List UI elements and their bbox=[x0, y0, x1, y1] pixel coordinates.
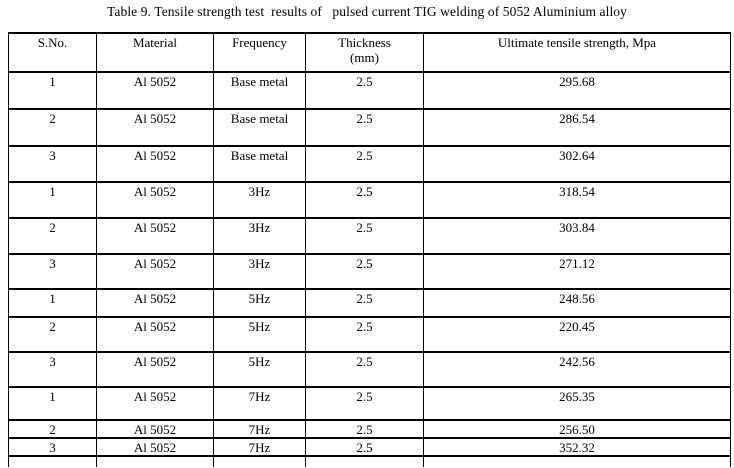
cell-sno: 1 bbox=[8, 386, 97, 421]
cell-thickness: 2.5 bbox=[305, 351, 424, 388]
cell-material: Al 5052 bbox=[96, 419, 214, 439]
cell-frequency: Base metal bbox=[213, 145, 306, 183]
tensile-strength-results-table: S.No. Material Frequency Thickness (mm) … bbox=[8, 32, 731, 467]
cell-uts: 318.54 bbox=[423, 181, 731, 219]
cell-thickness: 2.5 bbox=[305, 419, 424, 439]
cell-thickness: 2.5 bbox=[305, 253, 424, 290]
header-uts: Ultimate tensile strength, Mpa bbox=[423, 32, 731, 73]
stub-cell bbox=[96, 455, 214, 467]
cell-frequency: 5Hz bbox=[213, 288, 306, 318]
cell-frequency: Base metal bbox=[213, 71, 306, 110]
cell-frequency: 7Hz bbox=[213, 437, 306, 457]
table-row: 1 Al 5052 3Hz 2.5 318.54 bbox=[8, 181, 731, 219]
cell-material: Al 5052 bbox=[96, 108, 214, 147]
header-thickness: Thickness (mm) bbox=[305, 32, 424, 73]
cell-frequency: 5Hz bbox=[213, 316, 306, 353]
cell-material: Al 5052 bbox=[96, 288, 214, 318]
stub-cell bbox=[213, 455, 306, 467]
cell-material: Al 5052 bbox=[96, 316, 214, 353]
table-row: 1 Al 5052 7Hz 2.5 265.35 bbox=[8, 386, 731, 421]
table-row: 2 Al 5052 Base metal 2.5 286.54 bbox=[8, 108, 731, 147]
table-row: 3 Al 5052 3Hz 2.5 271.12 bbox=[8, 253, 731, 290]
cell-thickness: 2.5 bbox=[305, 71, 424, 110]
table-caption: Table 9. Tensile strength test results o… bbox=[106, 4, 628, 19]
cell-material: Al 5052 bbox=[96, 386, 214, 421]
cell-frequency: 5Hz bbox=[213, 351, 306, 388]
cell-material: Al 5052 bbox=[96, 351, 214, 388]
cell-uts: 256.50 bbox=[423, 419, 731, 439]
cell-material: Al 5052 bbox=[96, 71, 214, 110]
cell-sno: 2 bbox=[8, 316, 97, 353]
cell-sno: 3 bbox=[8, 351, 97, 388]
cell-frequency: 7Hz bbox=[213, 386, 306, 421]
cell-sno: 3 bbox=[8, 437, 97, 457]
table-row: 1 Al 5052 Base metal 2.5 295.68 bbox=[8, 71, 731, 110]
cell-uts: 286.54 bbox=[423, 108, 731, 147]
cell-frequency: 7Hz bbox=[213, 419, 306, 439]
cell-sno: 2 bbox=[8, 108, 97, 147]
cell-uts: 303.84 bbox=[423, 217, 731, 255]
cell-sno: 3 bbox=[8, 145, 97, 183]
cell-thickness: 2.5 bbox=[305, 437, 424, 457]
table-cutoff-stub-row bbox=[8, 455, 731, 467]
header-frequency: Frequency bbox=[213, 32, 306, 73]
cell-uts: 295.68 bbox=[423, 71, 731, 110]
table-row: 2 Al 5052 5Hz 2.5 220.45 bbox=[8, 316, 731, 353]
cell-uts: 265.35 bbox=[423, 386, 731, 421]
cell-frequency: 3Hz bbox=[213, 253, 306, 290]
table-row: 1 Al 5052 5Hz 2.5 248.56 bbox=[8, 288, 731, 318]
table-row: 3 Al 5052 Base metal 2.5 302.64 bbox=[8, 145, 731, 183]
cell-uts: 242.56 bbox=[423, 351, 731, 388]
cell-material: Al 5052 bbox=[96, 145, 214, 183]
header-material: Material bbox=[96, 32, 214, 73]
cell-frequency: Base metal bbox=[213, 108, 306, 147]
cell-sno: 1 bbox=[8, 288, 97, 318]
cell-material: Al 5052 bbox=[96, 437, 214, 457]
cell-sno: 1 bbox=[8, 71, 97, 110]
cell-sno: 2 bbox=[8, 217, 97, 255]
cell-uts: 220.45 bbox=[423, 316, 731, 353]
cell-frequency: 3Hz bbox=[213, 217, 306, 255]
cell-sno: 3 bbox=[8, 253, 97, 290]
cell-material: Al 5052 bbox=[96, 181, 214, 219]
cell-uts: 271.12 bbox=[423, 253, 731, 290]
cell-uts: 352.32 bbox=[423, 437, 731, 457]
table-row: 2 Al 5052 3Hz 2.5 303.84 bbox=[8, 217, 731, 255]
table-header-row: S.No. Material Frequency Thickness (mm) … bbox=[8, 32, 731, 73]
cell-thickness: 2.5 bbox=[305, 108, 424, 147]
stub-cell bbox=[423, 455, 731, 467]
cell-material: Al 5052 bbox=[96, 253, 214, 290]
cell-uts: 302.64 bbox=[423, 145, 731, 183]
cell-frequency: 3Hz bbox=[213, 181, 306, 219]
cell-thickness: 2.5 bbox=[305, 145, 424, 183]
cell-material: Al 5052 bbox=[96, 217, 214, 255]
cell-thickness: 2.5 bbox=[305, 386, 424, 421]
cell-thickness: 2.5 bbox=[305, 217, 424, 255]
cell-thickness: 2.5 bbox=[305, 288, 424, 318]
cell-sno: 1 bbox=[8, 181, 97, 219]
cell-thickness: 2.5 bbox=[305, 316, 424, 353]
table-row: 2 Al 5052 7Hz 2.5 256.50 bbox=[8, 419, 731, 439]
header-sno: S.No. bbox=[8, 32, 97, 73]
table-row: 3 Al 5052 5Hz 2.5 242.56 bbox=[8, 351, 731, 388]
document-page: Table 9. Tensile strength test results o… bbox=[0, 3, 734, 467]
stub-cell bbox=[305, 455, 424, 467]
cell-uts: 248.56 bbox=[423, 288, 731, 318]
cell-sno: 2 bbox=[8, 419, 97, 439]
stub-cell bbox=[8, 455, 97, 467]
cell-thickness: 2.5 bbox=[305, 181, 424, 219]
table-row: 3 Al 5052 7Hz 2.5 352.32 bbox=[8, 437, 731, 457]
